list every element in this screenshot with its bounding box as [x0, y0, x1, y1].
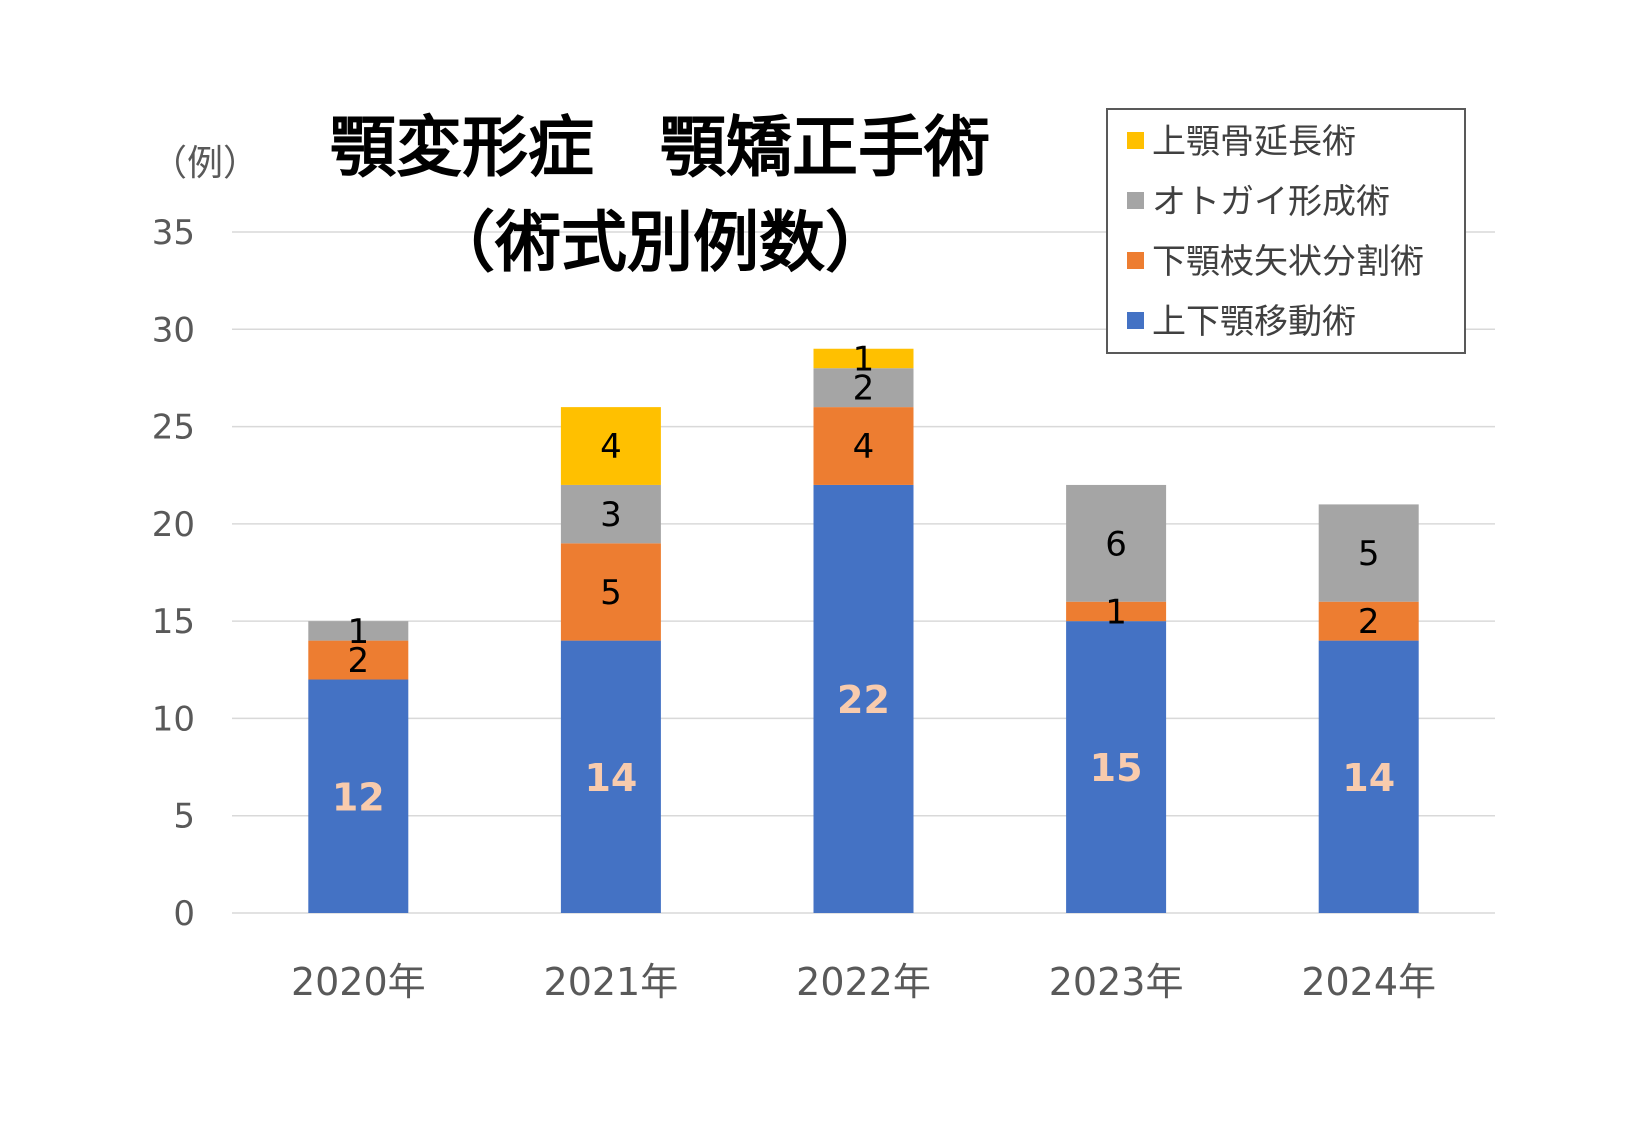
data-label: 4	[600, 427, 622, 467]
data-label: 4	[853, 427, 875, 467]
legend-label: オトガイ形成術	[1152, 182, 1390, 222]
bar-segment	[813, 348, 914, 369]
bars	[308, 348, 1419, 913]
x-tick-label: 2024年	[1301, 960, 1436, 1004]
x-tick-label: 2023年	[1049, 960, 1184, 1004]
data-label: 2	[347, 641, 369, 681]
y-tick-label: 10	[152, 699, 195, 739]
x-tick-label: 2022年	[796, 960, 931, 1004]
bar-segment	[813, 484, 914, 913]
chart-title-line-1: 顎変形症 顎矯正手術	[330, 109, 990, 186]
y-tick-label: 25	[152, 408, 195, 448]
legend-swatch	[1127, 252, 1144, 269]
data-label: 6	[1105, 524, 1127, 564]
x-tick-label: 2021年	[544, 960, 679, 1004]
bar-segment	[1066, 621, 1167, 913]
data-label: 3	[600, 495, 622, 535]
data-label: 5	[1358, 534, 1380, 574]
bar-segment	[308, 679, 409, 913]
legend-label: 上下顎移動術	[1152, 302, 1356, 342]
data-label: 22	[837, 678, 890, 722]
y-tick-label: 15	[152, 602, 195, 642]
data-label: 12	[332, 775, 385, 819]
bar-segment	[308, 640, 409, 680]
bar-segment	[560, 543, 661, 641]
bar-segment	[1066, 601, 1167, 622]
y-tick-label: 0	[173, 894, 195, 934]
bar-segment	[1066, 484, 1167, 602]
data-label: 14	[1342, 756, 1395, 800]
y-tick-label: 35	[152, 213, 195, 253]
bar-segment	[560, 484, 661, 544]
data-label: 2	[1358, 602, 1380, 642]
data-label: 5	[600, 573, 622, 613]
legend-swatch	[1127, 132, 1144, 149]
data-label: 2	[853, 369, 875, 409]
legend-label: 上顎骨延長術	[1152, 122, 1356, 162]
x-tick-label: 2020年	[291, 960, 426, 1004]
data-label: 15	[1090, 746, 1143, 790]
bar-segment	[1318, 640, 1419, 913]
bar-segment	[308, 621, 409, 641]
y-tick-label: 30	[152, 310, 195, 350]
bar-segment	[813, 407, 914, 485]
bar-segment	[1318, 601, 1419, 641]
data-label: 14	[584, 756, 637, 800]
legend-frame	[1106, 108, 1466, 354]
bar-segment	[560, 407, 661, 485]
y-tick-label: 5	[173, 797, 195, 837]
bar-segment	[813, 368, 914, 408]
legend-swatch	[1127, 312, 1144, 329]
legend-swatch	[1127, 192, 1144, 209]
bar-segment	[1318, 504, 1419, 602]
y-tick-label: 20	[152, 505, 195, 545]
y-axis-unit-label: （例）	[151, 143, 259, 184]
bar-segment	[560, 640, 661, 913]
chart-title-line-2: （術式別例数）	[429, 204, 891, 281]
legend-label: 下顎枝矢状分割術	[1152, 242, 1424, 282]
data-label: 1	[853, 339, 875, 379]
data-label: 1	[347, 612, 369, 652]
data-label: 1	[1105, 592, 1127, 632]
